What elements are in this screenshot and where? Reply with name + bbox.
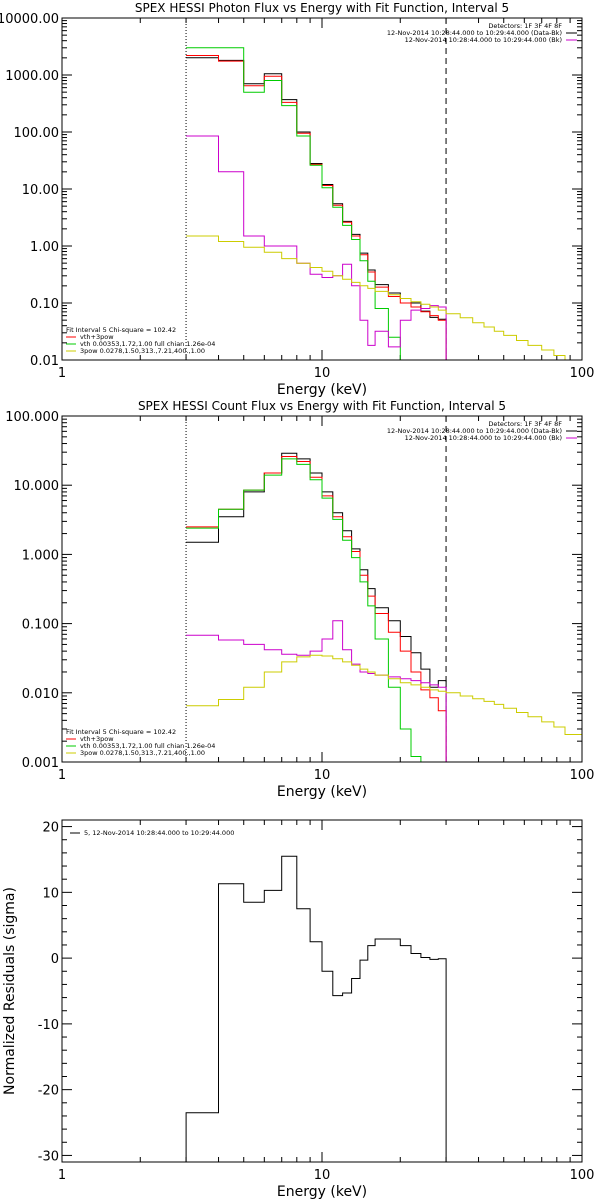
series-line-2 xyxy=(186,55,447,360)
legend-entry: 12-Nov-2014 10:28:44.000 to 10:29:44.000… xyxy=(405,434,562,442)
y-tick-label: 0.010 xyxy=(22,687,59,702)
x-tick-label: 10 xyxy=(314,1168,331,1183)
series-line-1 xyxy=(185,855,447,1162)
legend-entry: Fit Interval 5 Chi-square = 102.42 xyxy=(66,728,176,736)
series-line-3 xyxy=(186,47,401,360)
legend-entry: vth 0.00353,1.72,1.00 full chian 1.26e-0… xyxy=(80,742,215,750)
x-tick-label: 100 xyxy=(570,366,595,381)
y-axis-label: Normalized Residuals (sigma) xyxy=(2,887,18,1095)
legend-entry: Detectors: 1F 3F 4F 8F xyxy=(488,22,562,30)
y-tick-label: -20 xyxy=(38,1084,59,1099)
x-tick-label: 1 xyxy=(58,1168,66,1183)
legend-entry: 12-Nov-2014 10:28:44.000 to 10:29:44.000… xyxy=(405,36,562,44)
plot-frame xyxy=(61,17,583,361)
series-line-3 xyxy=(186,458,422,762)
x-axis-label: Energy (keV) xyxy=(277,382,367,398)
y-tick-label: 0 xyxy=(51,952,59,967)
series-line-5 xyxy=(186,235,582,360)
series-line-2 xyxy=(186,456,447,762)
chart-title: SPEX HESSI Photon Flux vs Energy with Fi… xyxy=(135,1,509,15)
chart-title: SPEX HESSI Count Flux vs Energy with Fit… xyxy=(138,399,506,413)
y-tick-label: 10 xyxy=(42,886,59,901)
legend-entry: 3pow 0.0278,1.50,313.,7.21,400.,1.00 xyxy=(80,749,205,757)
chart-panel-3: 1 10 100 -30 -20 -10 0 10 20 Energy (keV) Normaliz… xyxy=(2,819,595,1200)
legend-entry: Detectors: 1F 3F 4F 8F xyxy=(488,420,562,428)
y-tick-label: 20 xyxy=(42,821,59,836)
plot-frame xyxy=(61,819,583,1163)
legend-entry: 12-Nov-2014 10:28:44.000 to 10:29:44.000… xyxy=(387,427,562,435)
y-tick-label: 0.100 xyxy=(22,618,59,633)
y-tick-label: 1.00 xyxy=(30,240,59,255)
x-axis-label: Energy (keV) xyxy=(277,1184,367,1200)
legend-entry: Fit Interval 5 Chi-square = 102.42 xyxy=(66,326,176,334)
legend-entry: 3pow 0.0278,1.50,313.,7.21,400.,1.00 xyxy=(80,347,205,355)
y-tick-label: 100.00 xyxy=(14,126,60,141)
series-group xyxy=(185,855,447,1162)
chart-panel-2: SPEX HESSI Count Flux vs Energy with Fit… xyxy=(5,399,594,800)
legend-entry: 12-Nov-2014 10:28:44.000 to 10:29:44.000… xyxy=(387,29,562,37)
legend-entry: vth 0.00353,1.72,1.00 full chian 1.26e-0… xyxy=(80,340,215,348)
y-tick-label: 10.000 xyxy=(14,479,60,494)
y-tick-label: 1000.00 xyxy=(5,69,59,84)
plot-frame xyxy=(61,415,583,763)
series-line-4 xyxy=(186,135,447,360)
series-line-4 xyxy=(186,620,447,762)
series-line-1 xyxy=(186,57,447,360)
y-tick-label: 10000.00 xyxy=(0,12,59,27)
series-line-5 xyxy=(186,654,582,762)
x-tick-label: 100 xyxy=(570,1168,595,1183)
y-tick-label: 10.00 xyxy=(22,183,59,198)
y-tick-label: 0.001 xyxy=(22,756,59,771)
series-group xyxy=(186,47,582,360)
legend-entry: vth+3pow xyxy=(80,735,114,743)
y-tick-label: 1.000 xyxy=(22,548,59,563)
y-tick-label: -10 xyxy=(38,1018,59,1033)
x-axis-label: Energy (keV) xyxy=(277,784,367,800)
series-group xyxy=(186,452,582,762)
y-tick-label: 0.01 xyxy=(30,354,59,369)
chart-panel-1: SPEX HESSI Photon Flux vs Energy with Fi… xyxy=(0,1,594,398)
series-line-1 xyxy=(186,452,447,762)
y-tick-label: -30 xyxy=(38,1149,59,1164)
legend-entry: 5, 12-Nov-2014 10:28:44.000 to 10:29:44.… xyxy=(84,829,234,837)
x-tick-label: 100 xyxy=(570,768,595,783)
x-tick-label: 1 xyxy=(58,768,66,783)
x-tick-label: 10 xyxy=(314,366,331,381)
x-tick-label: 1 xyxy=(58,366,66,381)
y-tick-label: 0.10 xyxy=(30,297,59,312)
x-tick-label: 10 xyxy=(314,768,331,783)
y-tick-label: 100.000 xyxy=(5,410,59,425)
legend-entry: vth+3pow xyxy=(80,333,114,341)
